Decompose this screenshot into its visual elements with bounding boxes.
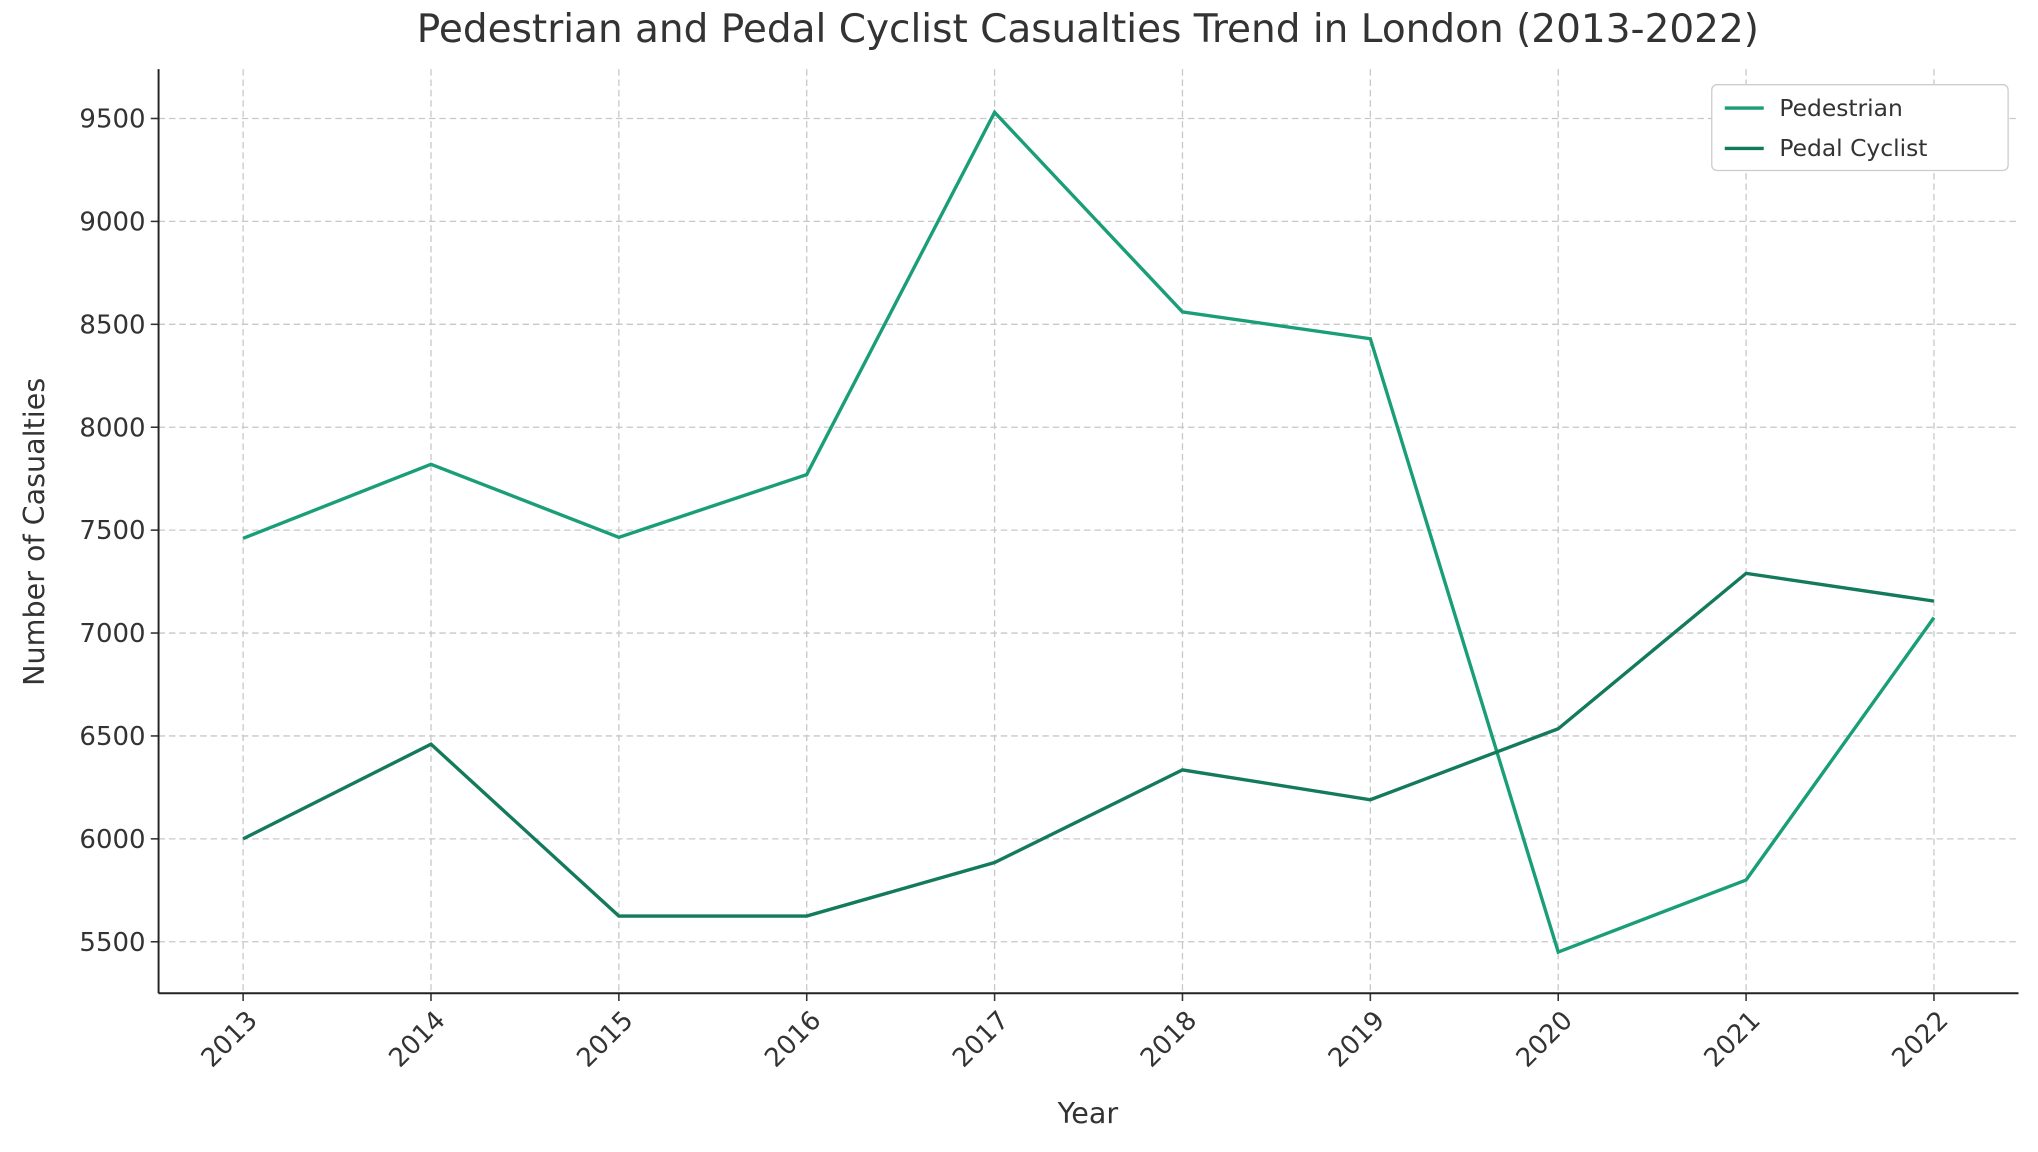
x-tick-label: 2016 bbox=[759, 1006, 827, 1074]
x-tick-label: 2017 bbox=[947, 1006, 1015, 1074]
legend-label: Pedal Cyclist bbox=[1779, 134, 1927, 162]
x-tick-label: 2020 bbox=[1511, 1006, 1579, 1074]
x-tick-label: 2021 bbox=[1699, 1006, 1767, 1074]
y-tick-label: 8000 bbox=[79, 413, 145, 443]
chart-title: Pedestrian and Pedal Cyclist Casualties … bbox=[417, 7, 1759, 52]
legend-box bbox=[1711, 84, 2009, 172]
series-line bbox=[242, 109, 1936, 955]
x-tick-label: 2019 bbox=[1323, 1006, 1391, 1074]
y-tick-label: 8500 bbox=[79, 310, 145, 340]
x-tick-label: 2013 bbox=[196, 1006, 264, 1074]
x-tick-label: 2022 bbox=[1887, 1006, 1955, 1074]
legend: Pedestrian Pedal Cyclist bbox=[1711, 84, 2009, 172]
y-axis-label: Number of Casualties bbox=[17, 378, 51, 686]
x-tick-label: 2018 bbox=[1135, 1006, 1203, 1074]
y-tick-label: 7000 bbox=[79, 619, 145, 649]
y-tick-label: 9500 bbox=[79, 105, 145, 135]
y-tick-label: 6000 bbox=[79, 825, 145, 855]
y-tick-label: 9000 bbox=[79, 208, 145, 238]
x-axis-label: Year bbox=[1057, 1096, 1119, 1130]
x-tick-label: 2014 bbox=[384, 1006, 452, 1074]
series-line bbox=[242, 571, 1935, 918]
y-tick-label: 5500 bbox=[79, 928, 145, 958]
x-tick-label: 2015 bbox=[571, 1006, 639, 1074]
y-tick-label: 7500 bbox=[79, 516, 145, 546]
y-tick-label: 6500 bbox=[79, 722, 145, 752]
legend-label: Pedestrian bbox=[1779, 94, 1902, 122]
